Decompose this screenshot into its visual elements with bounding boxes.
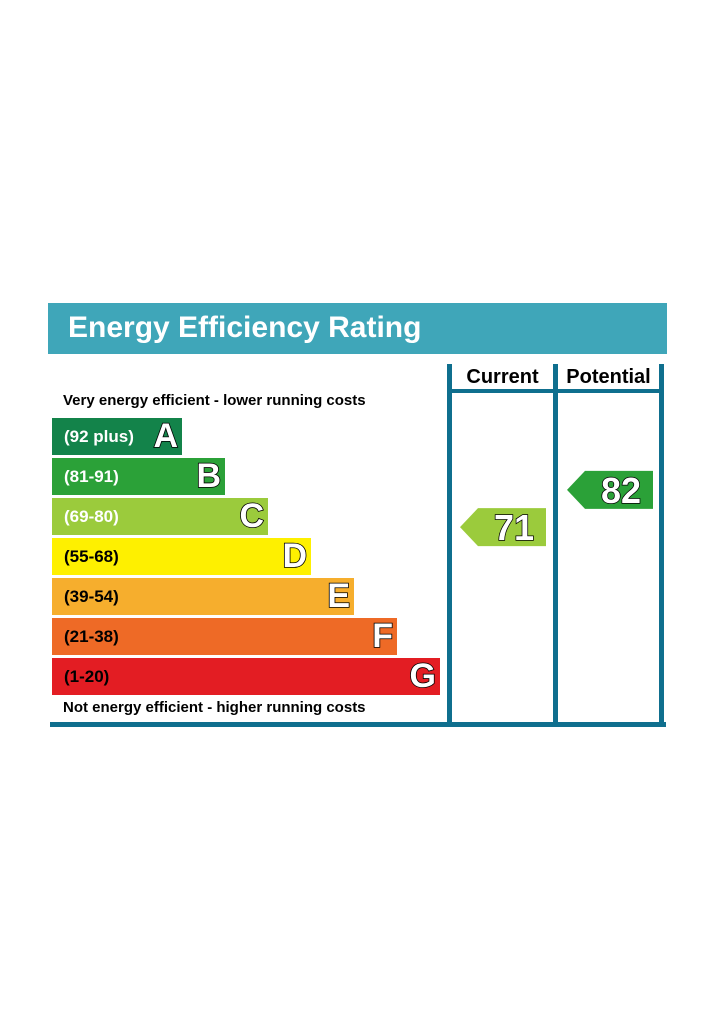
band-range-label: (55-68) <box>64 547 119 566</box>
column-header-current: Current <box>466 366 539 388</box>
band-range-label: (69-80) <box>64 507 119 526</box>
chart-title: Energy Efficiency Rating <box>68 311 422 344</box>
band-a: (92 plus) A <box>52 417 182 456</box>
band-letter: B <box>196 457 222 496</box>
frame-bottom-rule <box>50 722 666 727</box>
band-d: (55-68) D <box>52 537 311 576</box>
band-letter: A <box>153 417 179 456</box>
band-letter: D <box>282 537 308 576</box>
band-b: (81-91) B <box>52 457 225 496</box>
band-range-label: (81-91) <box>64 467 119 486</box>
band-f: (21-38) F <box>52 617 397 656</box>
band-letter: G <box>409 657 437 696</box>
band-letter: F <box>371 617 393 656</box>
band-range-label: (21-38) <box>64 627 119 646</box>
band-range-label: (1-20) <box>64 667 110 686</box>
band-c: (69-80) C <box>52 497 268 536</box>
bottom-caption: Not energy efficient - higher running co… <box>63 699 366 716</box>
frame-divider-left <box>447 364 452 726</box>
band-g: (1-20) G <box>52 657 440 696</box>
title-bar <box>48 303 667 354</box>
frame-divider-middle <box>553 364 558 726</box>
band-letter: E <box>327 577 351 616</box>
frame-divider-right <box>659 364 664 726</box>
band-range-label: (92 plus) <box>64 427 134 446</box>
column-header-potential: Potential <box>566 366 651 388</box>
top-caption: Very energy efficient - lower running co… <box>63 392 366 409</box>
frame-header-rule <box>447 389 664 393</box>
band-letter: C <box>239 497 265 536</box>
band-e: (39-54) E <box>52 577 354 616</box>
band-range-label: (39-54) <box>64 587 119 606</box>
